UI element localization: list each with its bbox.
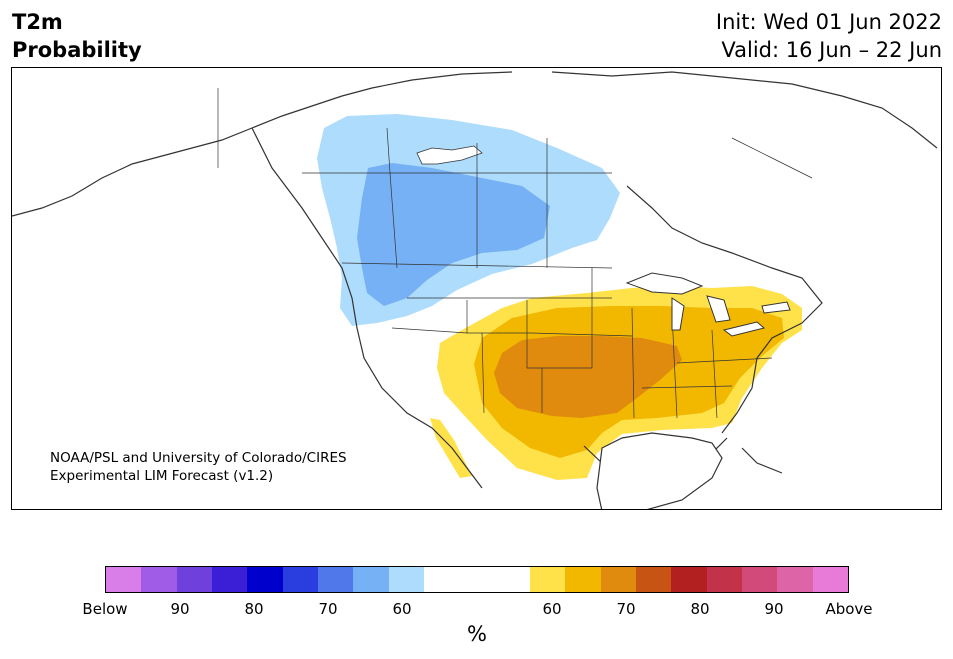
colorbar-segment <box>812 567 848 592</box>
colorbar-segment <box>706 567 742 592</box>
colorbar-segment <box>211 567 248 592</box>
credit-text: NOAA/PSL and University of Colorado/CIRE… <box>50 449 347 485</box>
colorbar-label: 80 <box>244 600 264 618</box>
colorbar-label: 70 <box>616 600 636 618</box>
colorbar-label-above: Above <box>825 600 873 618</box>
colorbar-segment <box>317 567 354 592</box>
colorbar-label: 70 <box>318 600 338 618</box>
colorbar-segment <box>106 567 142 592</box>
colorbar-segment <box>388 567 424 592</box>
map-title: T2m Probability <box>12 8 142 64</box>
colorbar-segment <box>353 567 389 592</box>
variable-label: T2m <box>12 10 63 34</box>
colorbar-label: 60 <box>392 600 412 618</box>
colorbar-segment-neutral <box>423 567 530 592</box>
product-label: Probability <box>12 38 142 62</box>
colorbar-segment <box>777 567 813 592</box>
below-normal-medium-region <box>357 163 550 306</box>
colorbar-label: 60 <box>542 600 562 618</box>
colorbar <box>105 566 849 593</box>
colorbar-segment <box>247 567 283 592</box>
credit-line-2: Experimental LIM Forecast (v1.2) <box>50 468 274 484</box>
above-normal-dark-region <box>494 336 682 418</box>
colorbar-segment <box>141 567 177 592</box>
colorbar-label: 90 <box>170 600 190 618</box>
colorbar-segment <box>671 567 707 592</box>
great-lakes <box>625 272 791 337</box>
colorbar-units: % <box>467 622 487 646</box>
map-canvas <box>12 71 938 509</box>
colorbar-segment <box>565 567 601 592</box>
baja-light-region <box>430 418 472 478</box>
canada-lake <box>416 145 483 165</box>
forecast-map: NOAA/PSL and University of Colorado/CIRE… <box>11 67 942 510</box>
colorbar-segment <box>741 567 778 592</box>
colorbar-segment <box>635 567 672 592</box>
gulf-of-mexico <box>596 432 723 509</box>
colorbar-label: 90 <box>764 600 784 618</box>
colorbar-segment <box>600 567 636 592</box>
init-date: Init: Wed 01 Jun 2022 <box>715 10 942 34</box>
colorbar-label: 80 <box>690 600 710 618</box>
credit-line-1: NOAA/PSL and University of Colorado/CIRE… <box>50 450 347 466</box>
political-borders <box>217 88 813 419</box>
colorbar-segment <box>282 567 318 592</box>
valid-dates: Valid: 16 Jun – 22 Jun <box>721 38 942 62</box>
colorbar-segment <box>529 567 566 592</box>
colorbar-label-below: Below <box>82 600 128 618</box>
forecast-dates: Init: Wed 01 Jun 2022 Valid: 16 Jun – 22… <box>716 8 942 64</box>
colorbar-segment <box>176 567 212 592</box>
